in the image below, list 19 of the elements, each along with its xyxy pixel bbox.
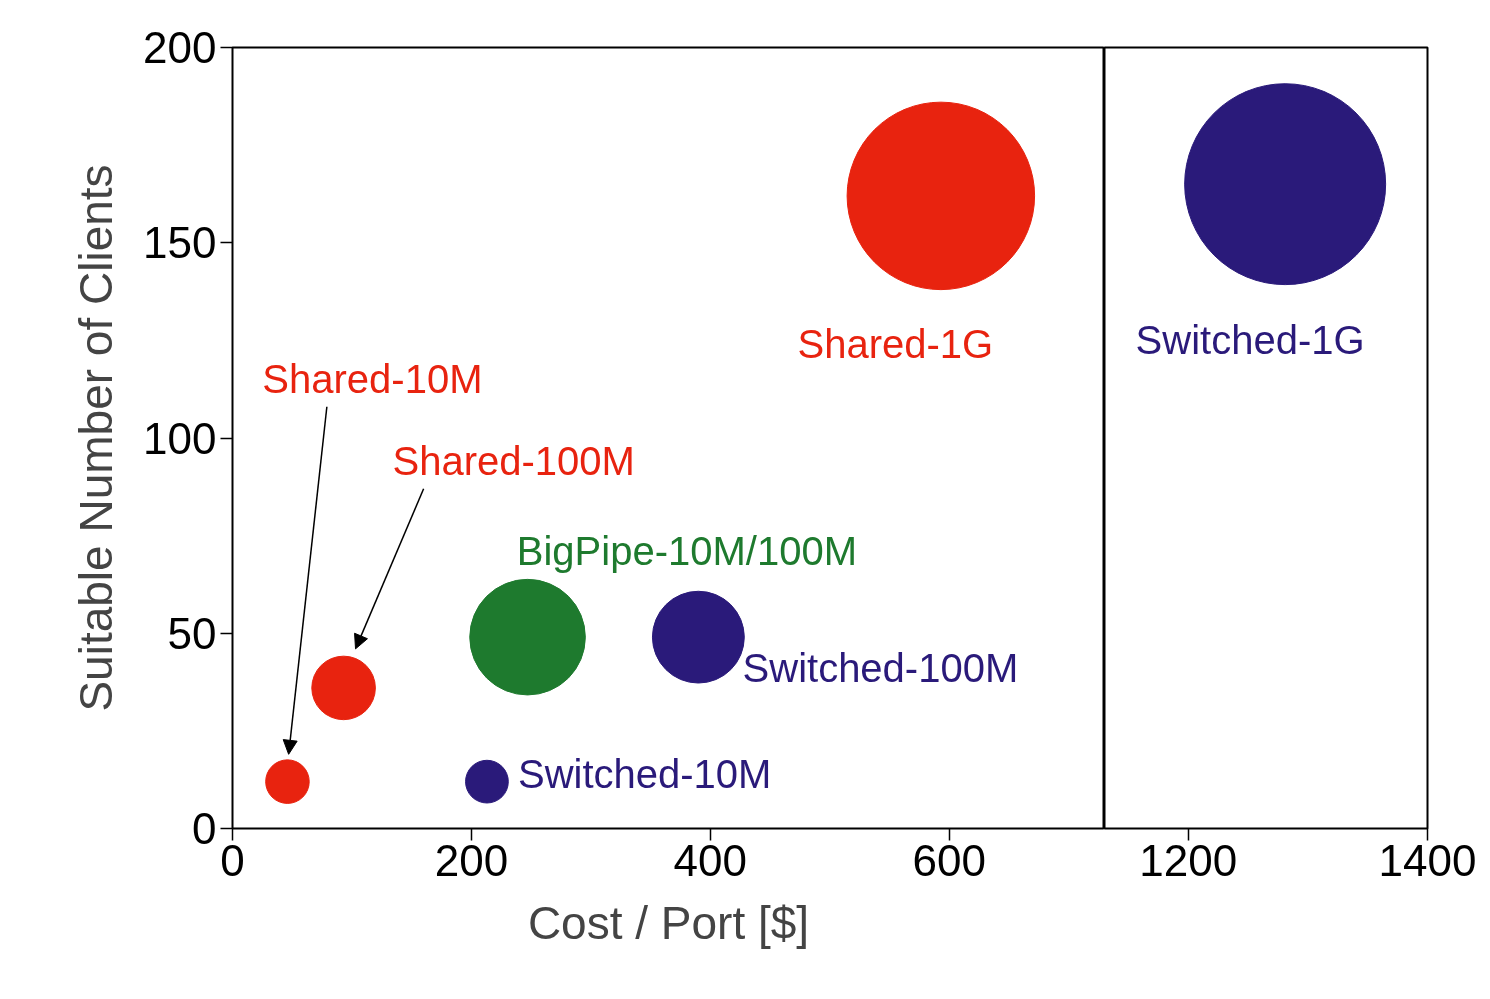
x-tick-label: 200 xyxy=(434,835,509,885)
x-tick-label: 1200 xyxy=(1139,835,1238,885)
x-tick-label: 600 xyxy=(912,835,986,885)
series-label: Shared-1G xyxy=(797,322,994,367)
text: Shared-10M xyxy=(262,357,483,402)
y-tick-label: 100 xyxy=(143,413,217,463)
series-label: Switched-100M xyxy=(742,646,1019,691)
x-tick-label: 1400 xyxy=(1378,835,1477,885)
y-tick-label: 0 xyxy=(192,804,217,853)
text: Shared-100M xyxy=(392,439,635,484)
y-tick-label: 200 xyxy=(143,23,217,72)
y-tick-label: 150 xyxy=(143,218,217,268)
series-label: BigPipe-10M/100M xyxy=(516,529,857,574)
y-tick-label: 50 xyxy=(167,608,217,658)
x-axis-title: Cost / Port [$] xyxy=(527,896,810,949)
x-tick-label: 400 xyxy=(673,835,748,885)
series-label: Switched-1G xyxy=(1135,318,1365,363)
series-label: Switched-10M xyxy=(517,751,772,796)
y-axis-title: Suitable Number of Clients xyxy=(70,164,123,712)
